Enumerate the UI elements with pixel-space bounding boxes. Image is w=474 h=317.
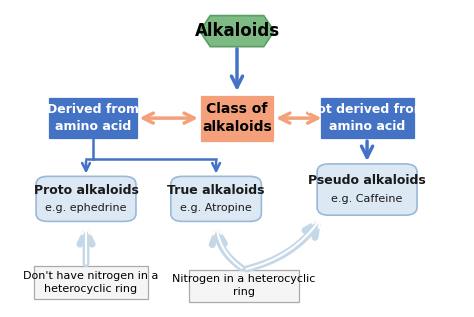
FancyBboxPatch shape — [190, 269, 299, 302]
FancyBboxPatch shape — [320, 98, 413, 138]
Text: Don't have nitrogen in a
heterocyclic ring: Don't have nitrogen in a heterocyclic ri… — [23, 271, 158, 294]
Text: e.g. Atropine: e.g. Atropine — [180, 203, 252, 213]
FancyBboxPatch shape — [317, 164, 417, 215]
Text: Alkaloids: Alkaloids — [194, 22, 280, 40]
Text: Proto alkaloids: Proto alkaloids — [34, 184, 138, 197]
FancyBboxPatch shape — [36, 176, 136, 221]
Text: Nitrogen in a heterocyclic
ring: Nitrogen in a heterocyclic ring — [172, 274, 316, 297]
Text: Class of
alkaloids: Class of alkaloids — [202, 102, 272, 134]
Polygon shape — [200, 16, 274, 47]
Text: e.g. ephedrine: e.g. ephedrine — [46, 203, 127, 213]
FancyBboxPatch shape — [34, 267, 147, 299]
Text: e.g. Caffeine: e.g. Caffeine — [331, 194, 403, 204]
FancyBboxPatch shape — [49, 98, 137, 138]
Text: True alkaloids: True alkaloids — [167, 184, 265, 197]
Text: Not derived from
amino acid: Not derived from amino acid — [307, 103, 427, 133]
FancyBboxPatch shape — [171, 176, 261, 221]
Text: Pseudo alkaloids: Pseudo alkaloids — [308, 174, 426, 187]
Text: Derived from
amino acid: Derived from amino acid — [47, 103, 139, 133]
FancyBboxPatch shape — [201, 96, 273, 141]
